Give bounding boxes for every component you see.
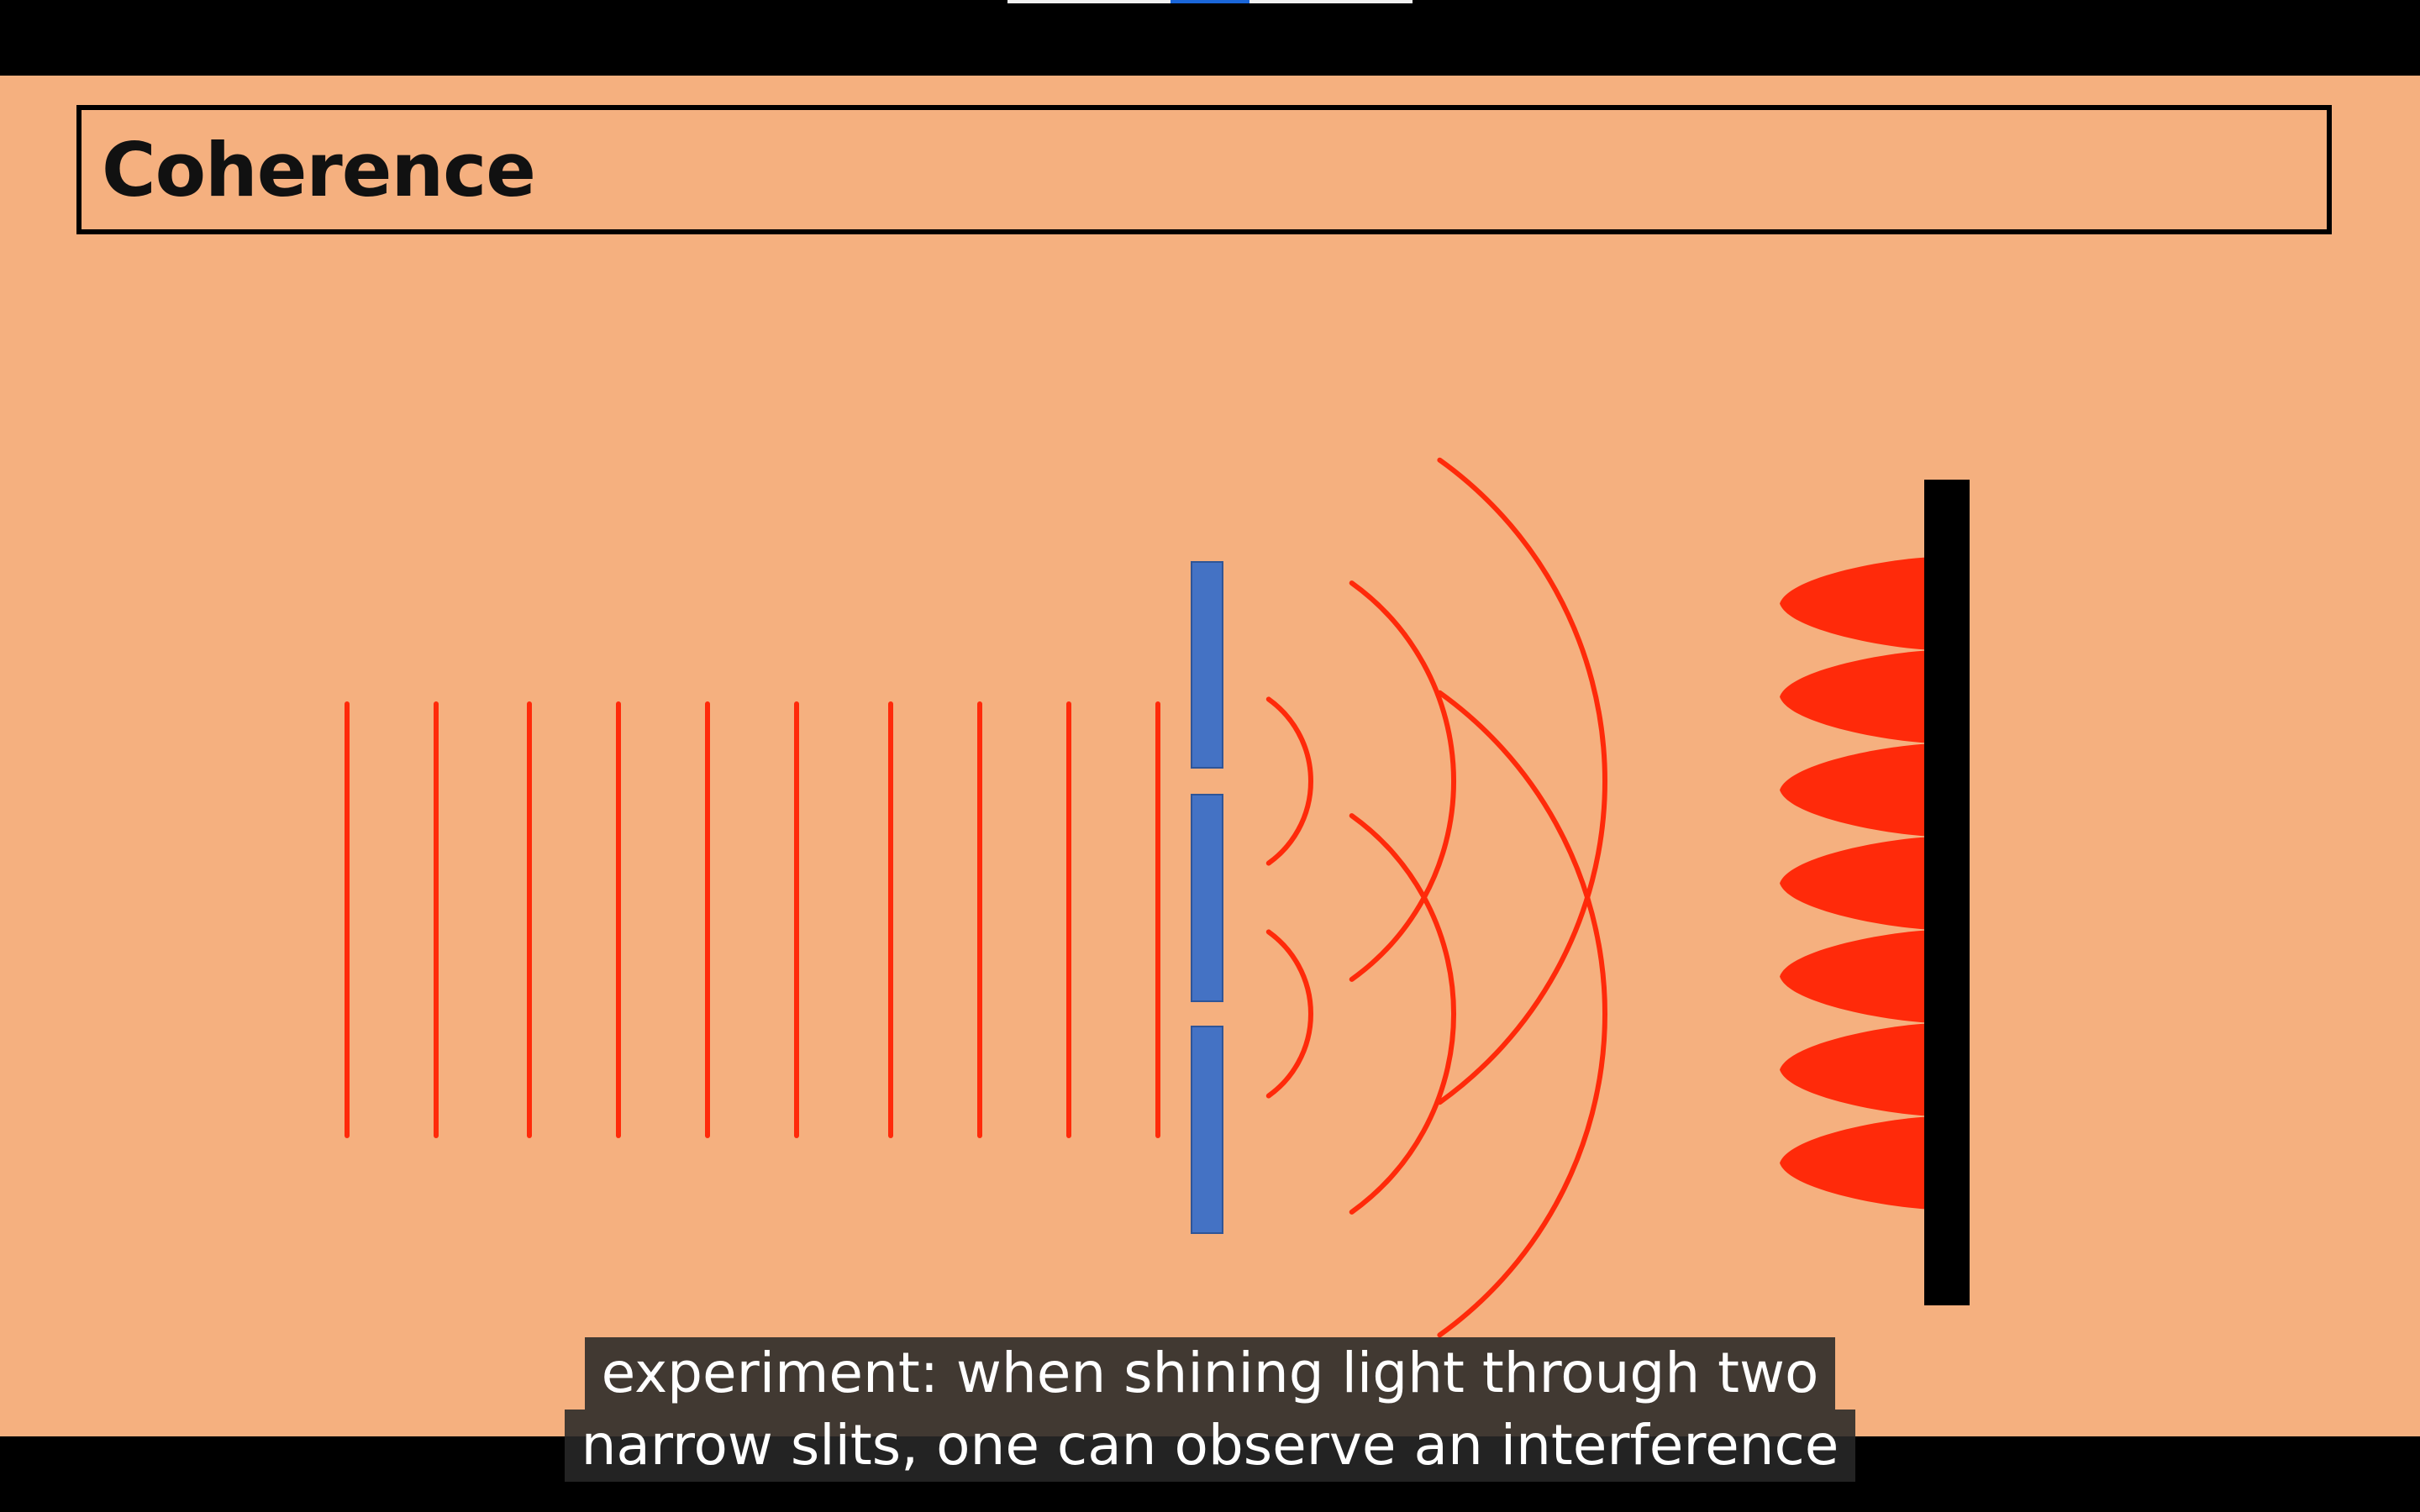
circular-wavefront bbox=[1265, 696, 1313, 866]
interference-fringe bbox=[1780, 930, 1926, 1023]
interference-fringe bbox=[1780, 837, 1926, 930]
subtitle-area: experiment: when shining light through t… bbox=[0, 1337, 2420, 1482]
circular-wavefront bbox=[1437, 690, 1608, 1338]
circular-wavefront bbox=[1265, 929, 1313, 1099]
video-top-bar bbox=[0, 0, 2420, 76]
barrier-segment bbox=[1191, 794, 1223, 1002]
circular-wavefront bbox=[1437, 457, 1608, 1105]
subtitle-line-2: narrow slits, one can observe an interfe… bbox=[564, 1410, 1856, 1482]
barrier-segment bbox=[1191, 561, 1223, 769]
interference-pattern bbox=[1780, 557, 1926, 1210]
circular-wavefront bbox=[1349, 813, 1456, 1215]
subtitle-line-1: experiment: when shining light through t… bbox=[584, 1337, 1836, 1410]
slit-barrier bbox=[1191, 561, 1223, 1234]
slide-title-box: Coherence bbox=[76, 105, 2332, 234]
video-progress-track[interactable] bbox=[1007, 0, 1413, 3]
interference-fringe bbox=[1780, 1116, 1926, 1210]
video-progress-thumb[interactable] bbox=[1171, 0, 1249, 3]
detection-screen bbox=[1924, 480, 1970, 1305]
interference-fringe bbox=[1780, 1023, 1926, 1116]
diffracted-circular-waves bbox=[1265, 457, 1608, 1338]
interference-fringe bbox=[1780, 650, 1926, 743]
interference-fringe bbox=[1780, 743, 1926, 837]
interference-fringe bbox=[1780, 557, 1926, 650]
circular-wavefront bbox=[1349, 580, 1456, 982]
slide-title: Coherence bbox=[102, 127, 536, 213]
barrier-segment bbox=[1191, 1026, 1223, 1234]
incident-plane-waves bbox=[345, 701, 1160, 1138]
